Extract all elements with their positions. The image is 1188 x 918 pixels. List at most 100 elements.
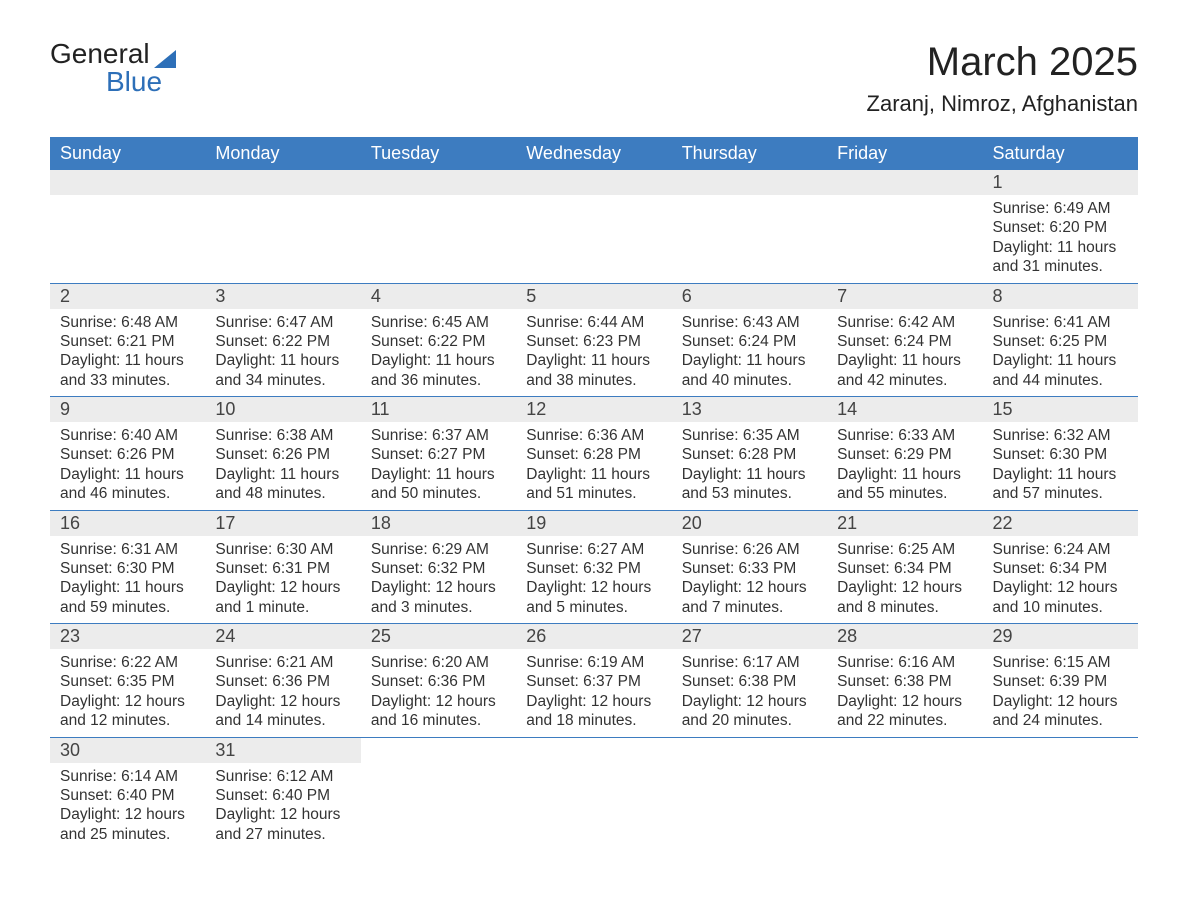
day-detail-cell: Sunrise: 6:40 AMSunset: 6:26 PMDaylight:… — [50, 422, 205, 510]
daylight-line: Daylight: 11 hours and 53 minutes. — [682, 465, 817, 504]
sunset-line: Sunset: 6:36 PM — [371, 672, 506, 691]
daylight-line: Daylight: 11 hours and 50 minutes. — [371, 465, 506, 504]
day-detail-cell: Sunrise: 6:35 AMSunset: 6:28 PMDaylight:… — [672, 422, 827, 510]
day-detail-cell: Sunrise: 6:43 AMSunset: 6:24 PMDaylight:… — [672, 309, 827, 397]
col-wednesday: Wednesday — [516, 137, 671, 170]
day-detail-cell — [361, 195, 516, 283]
col-monday: Monday — [205, 137, 360, 170]
sunrise-line: Sunrise: 6:45 AM — [371, 313, 506, 332]
sunrise-line: Sunrise: 6:30 AM — [215, 540, 350, 559]
logo-word1: General — [50, 40, 150, 68]
day-detail-cell: Sunrise: 6:38 AMSunset: 6:26 PMDaylight:… — [205, 422, 360, 510]
sunset-line: Sunset: 6:38 PM — [837, 672, 972, 691]
daylight-line: Daylight: 12 hours and 25 minutes. — [60, 805, 195, 844]
day-number-cell — [672, 737, 827, 763]
col-tuesday: Tuesday — [361, 137, 516, 170]
col-thursday: Thursday — [672, 137, 827, 170]
col-friday: Friday — [827, 137, 982, 170]
day-detail-cell: Sunrise: 6:44 AMSunset: 6:23 PMDaylight:… — [516, 309, 671, 397]
daylight-line: Daylight: 12 hours and 7 minutes. — [682, 578, 817, 617]
sunset-line: Sunset: 6:27 PM — [371, 445, 506, 464]
daynum-row: 16171819202122 — [50, 510, 1138, 536]
sunrise-line: Sunrise: 6:21 AM — [215, 653, 350, 672]
sunrise-line: Sunrise: 6:33 AM — [837, 426, 972, 445]
sunrise-line: Sunrise: 6:25 AM — [837, 540, 972, 559]
day-number-cell: 28 — [827, 624, 982, 650]
day-detail-cell — [983, 763, 1138, 851]
sunrise-line: Sunrise: 6:26 AM — [682, 540, 817, 559]
day-number-cell: 13 — [672, 397, 827, 423]
daylight-line: Daylight: 11 hours and 38 minutes. — [526, 351, 661, 390]
day-detail-cell — [672, 763, 827, 851]
day-number-cell: 3 — [205, 283, 360, 309]
sunrise-line: Sunrise: 6:32 AM — [993, 426, 1128, 445]
sunrise-line: Sunrise: 6:42 AM — [837, 313, 972, 332]
daylight-line: Daylight: 12 hours and 27 minutes. — [215, 805, 350, 844]
sunset-line: Sunset: 6:34 PM — [837, 559, 972, 578]
daylight-line: Daylight: 12 hours and 18 minutes. — [526, 692, 661, 731]
day-detail-cell: Sunrise: 6:16 AMSunset: 6:38 PMDaylight:… — [827, 649, 982, 737]
day-number-cell: 22 — [983, 510, 1138, 536]
day-number-cell: 16 — [50, 510, 205, 536]
daylight-line: Daylight: 12 hours and 22 minutes. — [837, 692, 972, 731]
day-detail-cell: Sunrise: 6:33 AMSunset: 6:29 PMDaylight:… — [827, 422, 982, 510]
day-number-cell: 1 — [983, 170, 1138, 195]
col-sunday: Sunday — [50, 137, 205, 170]
sunset-line: Sunset: 6:32 PM — [526, 559, 661, 578]
day-detail-cell: Sunrise: 6:14 AMSunset: 6:40 PMDaylight:… — [50, 763, 205, 851]
sunrise-line: Sunrise: 6:14 AM — [60, 767, 195, 786]
month-title: March 2025 — [867, 40, 1138, 85]
calendar-table: Sunday Monday Tuesday Wednesday Thursday… — [50, 137, 1138, 850]
sunrise-line: Sunrise: 6:44 AM — [526, 313, 661, 332]
daylight-line: Daylight: 11 hours and 48 minutes. — [215, 465, 350, 504]
day-number-cell: 11 — [361, 397, 516, 423]
day-detail-cell: Sunrise: 6:29 AMSunset: 6:32 PMDaylight:… — [361, 536, 516, 624]
daylight-line: Daylight: 11 hours and 44 minutes. — [993, 351, 1128, 390]
sunrise-line: Sunrise: 6:16 AM — [837, 653, 972, 672]
daylight-line: Daylight: 11 hours and 57 minutes. — [993, 465, 1128, 504]
day-detail-cell: Sunrise: 6:20 AMSunset: 6:36 PMDaylight:… — [361, 649, 516, 737]
day-detail-cell — [50, 195, 205, 283]
detail-row: Sunrise: 6:40 AMSunset: 6:26 PMDaylight:… — [50, 422, 1138, 510]
sunset-line: Sunset: 6:20 PM — [993, 218, 1128, 237]
sunset-line: Sunset: 6:29 PM — [837, 445, 972, 464]
sunset-line: Sunset: 6:25 PM — [993, 332, 1128, 351]
day-number-cell: 6 — [672, 283, 827, 309]
daylight-line: Daylight: 12 hours and 1 minute. — [215, 578, 350, 617]
daylight-line: Daylight: 12 hours and 3 minutes. — [371, 578, 506, 617]
day-number-cell: 23 — [50, 624, 205, 650]
sunrise-line: Sunrise: 6:47 AM — [215, 313, 350, 332]
sunrise-line: Sunrise: 6:27 AM — [526, 540, 661, 559]
sunset-line: Sunset: 6:38 PM — [682, 672, 817, 691]
day-detail-cell — [672, 195, 827, 283]
detail-row: Sunrise: 6:48 AMSunset: 6:21 PM Daylight:… — [50, 309, 1138, 397]
day-detail-cell: Sunrise: 6:49 AMSunset: 6:20 PMDaylight:… — [983, 195, 1138, 283]
location: Zaranj, Nimroz, Afghanistan — [867, 91, 1138, 117]
day-detail-cell — [827, 195, 982, 283]
day-detail-cell: Sunrise: 6:42 AMSunset: 6:24 PMDaylight:… — [827, 309, 982, 397]
sunrise-line: Sunrise: 6:43 AM — [682, 313, 817, 332]
daynum-row: 9101112131415 — [50, 397, 1138, 423]
daylight-line: Daylight: 12 hours and 5 minutes. — [526, 578, 661, 617]
sunset-line: Sunset: 6:22 PM — [215, 332, 350, 351]
logo: General Blue — [50, 40, 176, 96]
sunrise-line: Sunrise: 6:29 AM — [371, 540, 506, 559]
sunrise-line: Sunrise: 6:24 AM — [993, 540, 1128, 559]
day-number-cell — [516, 170, 671, 195]
daylight-line: Daylight: 11 hours and 40 minutes. — [682, 351, 817, 390]
day-detail-cell: Sunrise: 6:26 AMSunset: 6:33 PMDaylight:… — [672, 536, 827, 624]
daynum-row: 2345678 — [50, 283, 1138, 309]
sunset-line: Sunset: 6:21 PM — [60, 332, 195, 351]
daylight-line: Daylight: 11 hours and 51 minutes. — [526, 465, 661, 504]
day-detail-cell: Sunrise: 6:41 AMSunset: 6:25 PMDaylight:… — [983, 309, 1138, 397]
sunset-line: Sunset: 6:30 PM — [60, 559, 195, 578]
day-number-cell: 18 — [361, 510, 516, 536]
day-number-cell: 7 — [827, 283, 982, 309]
detail-row: Sunrise: 6:14 AMSunset: 6:40 PMDaylight:… — [50, 763, 1138, 851]
sunrise-line: Sunrise: 6:48 AM — [60, 313, 195, 332]
sunrise-line: Sunrise: 6:40 AM — [60, 426, 195, 445]
sunrise-line: Sunrise: 6:22 AM — [60, 653, 195, 672]
day-detail-cell: Sunrise: 6:32 AMSunset: 6:30 PMDaylight:… — [983, 422, 1138, 510]
day-detail-cell: Sunrise: 6:17 AMSunset: 6:38 PMDaylight:… — [672, 649, 827, 737]
sunrise-line: Sunrise: 6:20 AM — [371, 653, 506, 672]
